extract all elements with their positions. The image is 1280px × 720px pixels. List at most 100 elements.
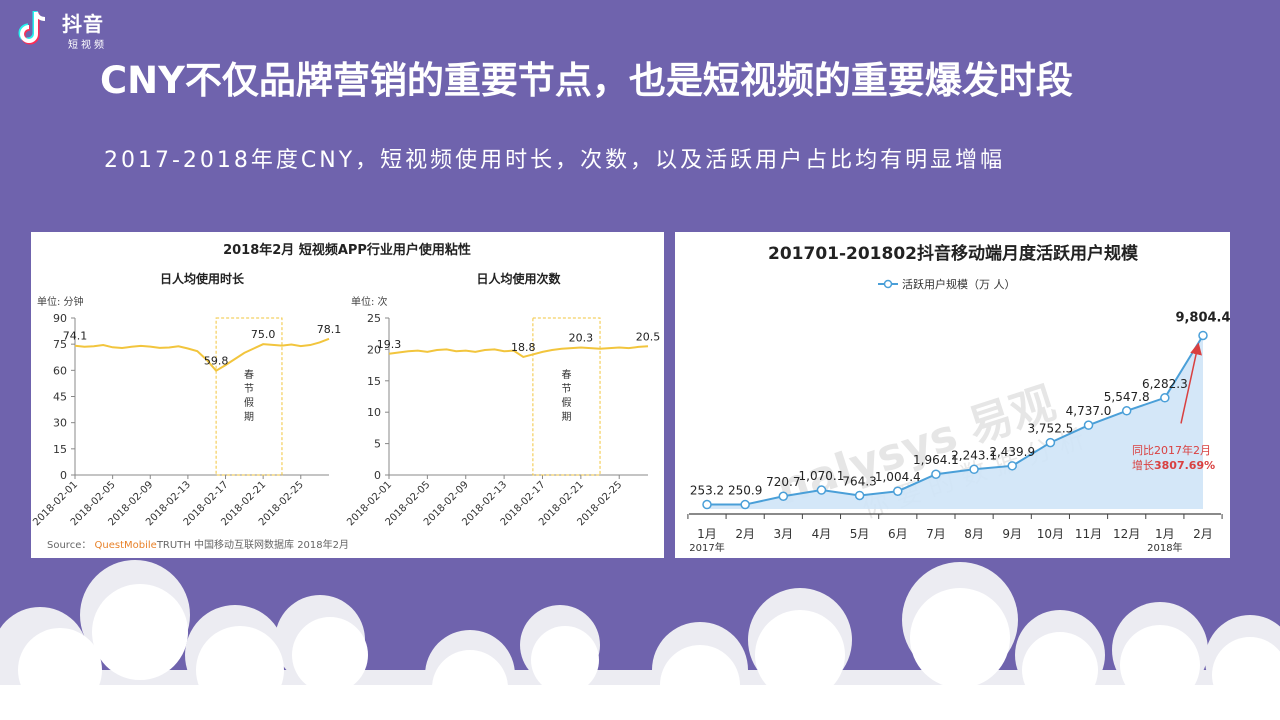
legend-label: 活跃用户规模（万 人） — [902, 277, 1016, 291]
data-label: 4,737.0 — [1066, 404, 1112, 418]
data-point — [1007, 461, 1017, 471]
data-point — [893, 486, 903, 496]
legend-marker — [883, 279, 893, 289]
data-point — [816, 485, 827, 495]
chart-title: 201701-201802抖音移动端月度活跃用户规模 — [768, 243, 1139, 264]
logo-name: 抖音 — [62, 12, 104, 36]
x-tick-label: 3月 — [773, 527, 793, 541]
data-label: 19.3 — [377, 338, 402, 351]
chart-main-title: 2018年2月 短视频APP行业用户使用粘性 — [223, 242, 471, 258]
data-label: 6,282.3 — [1142, 377, 1188, 391]
y-tick-label: 0 — [60, 469, 67, 482]
source-brand: QuestMobile — [95, 540, 157, 551]
data-label: 1,070.1 — [799, 469, 845, 483]
x-tick-label: 7月 — [926, 527, 946, 541]
tiktok-note-icon — [18, 11, 46, 45]
y-tick-label: 5 — [374, 438, 381, 451]
mau-panel: 201701-201802抖音移动端月度活跃用户规模 活跃用户规模（万 人） nal… — [675, 232, 1230, 558]
annotation-line1: 同比2017年2月 — [1132, 443, 1211, 457]
douyin-logo: 抖音 短视频 — [12, 6, 122, 52]
y-tick-label: 60 — [53, 364, 67, 377]
data-point — [931, 469, 941, 479]
year-label: 2017年 — [689, 541, 724, 554]
data-label: 764.3 — [842, 474, 876, 488]
data-label: 2,439.9 — [989, 445, 1035, 459]
annotation-value: 3807.69% — [1154, 459, 1215, 472]
y-tick-label: 15 — [367, 375, 381, 388]
data-point — [969, 464, 979, 475]
holiday-label-char: 假 — [561, 396, 571, 409]
y-tick-label: 90 — [53, 312, 67, 325]
x-tick-label: 10月 — [1037, 527, 1064, 541]
y-tick-label: 20 — [367, 343, 381, 356]
y-tick-label: 25 — [367, 312, 381, 325]
data-point — [740, 499, 750, 510]
annotation-line2: 增长3807.69% — [1132, 458, 1215, 472]
holiday-label-char: 假 — [244, 396, 254, 409]
holiday-label-char: 节 — [244, 383, 254, 395]
data-label: 59.8 — [204, 355, 229, 368]
page-title: CNY不仅品牌营销的重要节点，也是短视频的重要爆发时段 — [100, 59, 1073, 102]
data-label: 2,243.1 — [951, 448, 997, 462]
data-point — [1198, 330, 1208, 341]
chart-subtitle: 日人均使用时长 — [160, 271, 245, 286]
data-label: 78.1 — [317, 323, 342, 336]
data-point — [1083, 420, 1094, 430]
chart-subtitle: 日人均使用次数 — [476, 271, 561, 286]
data-label: 9,804.4 — [1175, 310, 1230, 325]
y-tick-label: 30 — [53, 417, 67, 430]
annotation-arrow — [1180, 342, 1202, 424]
data-label: 20.3 — [569, 332, 594, 345]
x-tick-label: 5月 — [850, 527, 870, 541]
x-tick-label: 12月 — [1113, 527, 1140, 541]
holiday-label-char: 期 — [561, 411, 571, 423]
unit-label: 单位: 次 — [351, 295, 388, 308]
clouds-decoration — [0, 560, 1280, 720]
data-point — [1121, 406, 1132, 416]
holiday-label-char: 期 — [244, 411, 254, 423]
source-prefix: Source： — [47, 540, 95, 551]
x-tick-label: 2月 — [1193, 527, 1213, 541]
data-label: 5,547.8 — [1104, 390, 1150, 404]
y-tick-label: 75 — [53, 338, 67, 351]
year-label: 2018年 — [1147, 541, 1182, 554]
x-tick-label: 6月 — [888, 527, 908, 541]
y-tick-label: 15 — [53, 443, 67, 456]
x-tick-label: 4月 — [812, 527, 832, 541]
x-tick-label: 2月 — [735, 527, 755, 541]
holiday-highlight-box — [532, 317, 601, 476]
data-point — [854, 490, 865, 501]
data-point — [1160, 393, 1170, 403]
page-subtitle: 2017-2018年度CNY，短视频使用时长，次数，以及活跃用户占比均有明显增幅 — [104, 148, 1006, 173]
holiday-label-char: 节 — [561, 383, 571, 395]
series-line — [388, 345, 649, 359]
series-line — [74, 337, 330, 372]
holiday-highlight-box — [215, 317, 283, 476]
annotation-prefix: 增长 — [1132, 458, 1154, 472]
x-tick-label: 9月 — [1002, 527, 1022, 541]
unit-label: 单位: 分钟 — [37, 295, 84, 308]
y-tick-label: 0 — [374, 469, 381, 482]
data-label: 74.1 — [63, 330, 88, 343]
data-label: 1,004.4 — [875, 470, 921, 484]
data-point — [702, 499, 712, 510]
y-tick-label: 10 — [367, 406, 381, 419]
holiday-label-char: 春 — [561, 369, 571, 381]
holiday-label-char: 春 — [244, 369, 254, 381]
data-point — [778, 491, 789, 501]
x-tick-label: 1月 — [697, 527, 717, 541]
x-tick-label: 1月 — [1155, 527, 1175, 541]
source-text: TRUTH 中国移动互联网数据库 2018年2月 — [156, 538, 349, 551]
series-line — [706, 334, 1204, 506]
data-label: 18.8 — [511, 341, 536, 354]
data-point — [1045, 437, 1056, 448]
data-label: 250.9 — [728, 484, 762, 498]
data-label: 253.2 — [690, 484, 724, 498]
data-label: 75.0 — [251, 328, 276, 341]
series-area — [707, 335, 1203, 509]
data-label: 20.5 — [636, 330, 661, 343]
